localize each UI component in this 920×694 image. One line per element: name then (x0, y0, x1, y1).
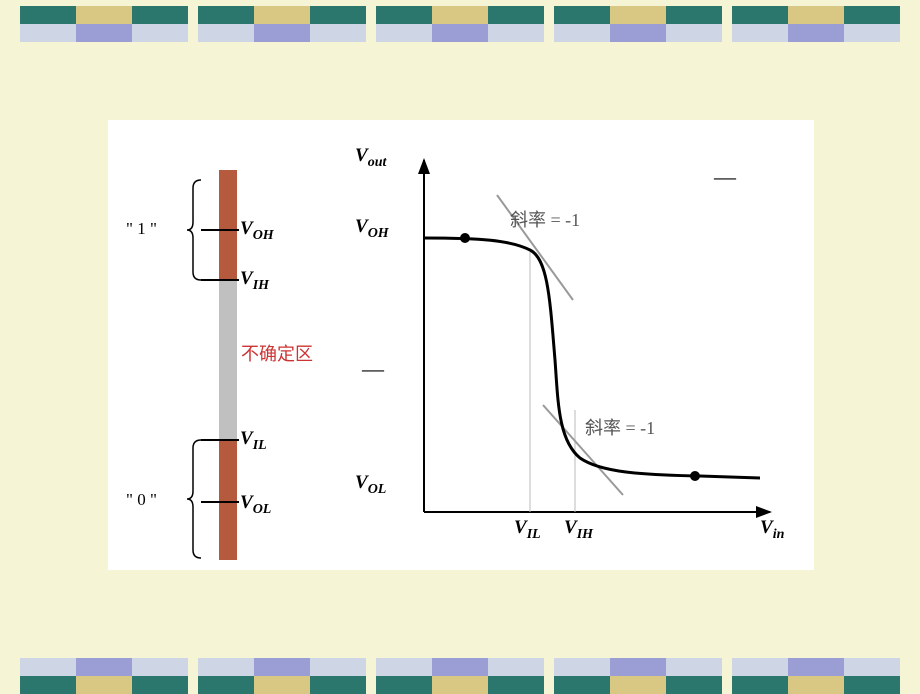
label-vil-left: VIL (240, 428, 267, 454)
y-tick-vol-label: VOL (355, 472, 386, 498)
slope-label-2: 斜率 = -1 (585, 414, 655, 440)
x-tick-vil-label: VIL (514, 517, 541, 543)
level-bar (187, 170, 239, 560)
undefined-region-label: 不确定区 (241, 340, 313, 366)
brace-logic-1 (187, 180, 201, 280)
curve-point-2 (690, 471, 700, 481)
chart-axes (418, 158, 772, 518)
y-arrow (418, 158, 430, 174)
label-vih-left: VIH (240, 268, 269, 294)
y-tick-voh-label: VOH (355, 216, 389, 242)
x-axis-label: Vin (760, 517, 784, 543)
bar-segment-top (219, 170, 237, 280)
brace-logic-0 (187, 440, 201, 558)
logic-0-label: " 0 " (126, 490, 157, 510)
label-vol-left: VOL (240, 492, 271, 518)
diagram-svg (0, 0, 920, 690)
bar-segment-mid (219, 280, 237, 440)
label-voh-left: VOH (240, 218, 274, 244)
curve-point-1 (460, 233, 470, 243)
slope-label-1: 斜率 = -1 (510, 206, 580, 232)
transfer-curve (424, 238, 760, 478)
logic-1-label: " 1 " (126, 219, 157, 239)
bar-segment-bot (219, 440, 237, 560)
y-axis-label: Vout (355, 145, 386, 171)
dash-decoration-2: — (362, 356, 384, 382)
x-tick-vih-label: VIH (564, 517, 593, 543)
dash-decoration-1: — (714, 164, 736, 190)
